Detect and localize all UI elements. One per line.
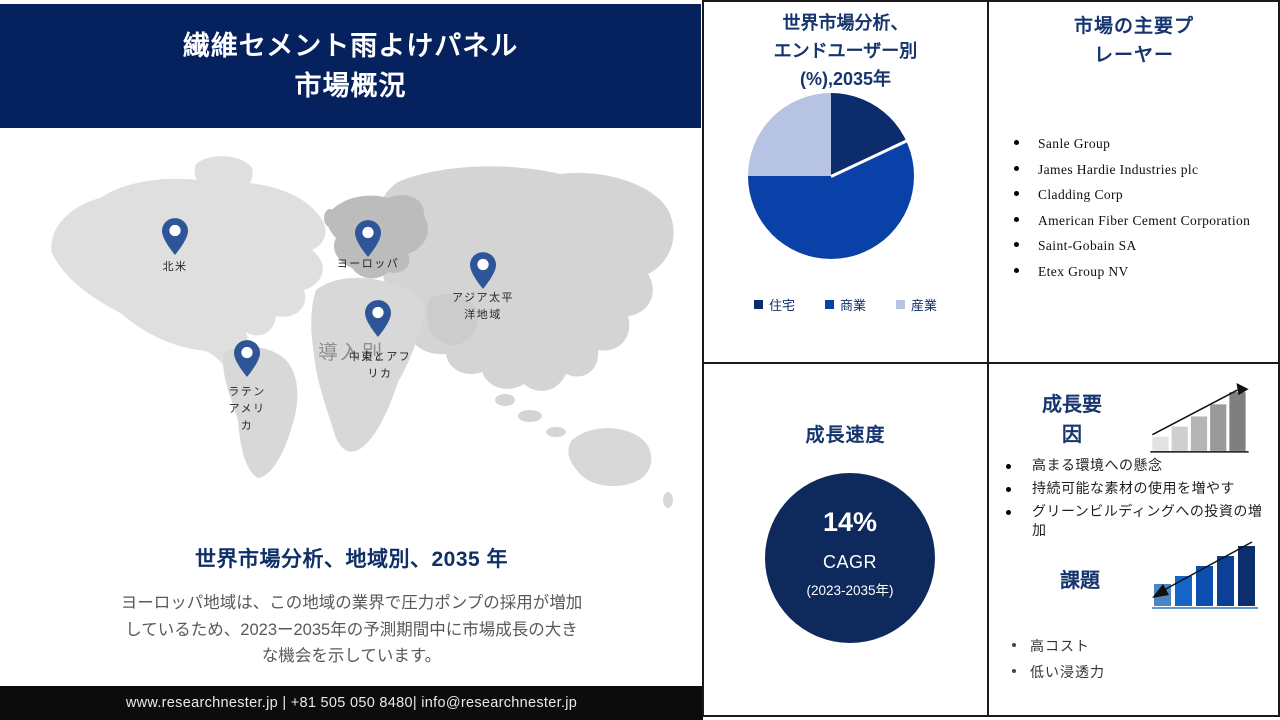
player-item: Saint-Gobain SA xyxy=(1012,238,1274,254)
player-item: Cladding Corp xyxy=(1012,187,1274,203)
legend-item-residential: 住宅 xyxy=(753,295,795,314)
challenge-item: 高コスト xyxy=(1008,636,1268,656)
growth-rate-title: 成長速度 xyxy=(805,425,886,446)
pie-chart-title: 世界市場分析、 エンドユーザー別 (%),2035年 xyxy=(773,13,918,89)
legend-item-industrial: 産業 xyxy=(896,295,937,314)
player-item: Sanle Group xyxy=(1012,136,1274,152)
growth-factor-item: 持続可能な素材の使用を増やす xyxy=(1000,481,1272,500)
grid-hline-top xyxy=(702,0,1280,2)
map-pin-europe xyxy=(355,220,381,257)
cagr-value: 14% xyxy=(822,507,878,537)
map-label-asia-pacific: アジア太平 洋地域 xyxy=(451,292,515,322)
grid-vline-right xyxy=(1278,0,1280,717)
grid-hline-mid xyxy=(702,362,1280,364)
map-label-north-america: 北米 xyxy=(162,261,188,273)
footer-contact-text: www.researchnester.jp | +81 505 050 8480… xyxy=(125,695,578,711)
legend-item-commercial: 商業 xyxy=(824,295,866,314)
map-pin-asia-pacific xyxy=(470,252,496,289)
world-map-section: 北米 ヨーロッパ アジア太平 洋地域 導入別 中東とアフ リカ ラテン アメリ … xyxy=(0,148,703,532)
challenge-item: 低い浸透力 xyxy=(1008,662,1268,682)
regional-subtitle: 世界市場分析、地域別、2035 年 xyxy=(194,548,509,571)
cagr-label: CAGR xyxy=(822,552,877,572)
map-pin-north-america xyxy=(162,218,188,255)
legend-label-industrial: 産業 xyxy=(911,298,938,313)
map-label-middle-east-africa: 中東とアフ リカ xyxy=(348,351,412,381)
map-pin-middle-east-africa xyxy=(365,300,391,337)
growth-factors-list: 高まる環境への懸念 持続可能な素材の使用を増やす グリーンビルディングへの投資の… xyxy=(1000,458,1272,546)
player-item: James Hardie Industries plc xyxy=(1012,162,1274,178)
pie-slice-separator xyxy=(830,137,910,178)
cagr-period: (2023-2035年) xyxy=(806,583,894,598)
map-label-europe: ヨーロッパ xyxy=(336,258,400,270)
map-label-latin-america: ラテン アメリ カ xyxy=(228,386,266,433)
pie-legend: 住宅 商業 産業 xyxy=(703,295,988,314)
end-user-pie-chart xyxy=(748,93,914,259)
growth-factor-item: グリーンビルディングへの投資の増加 xyxy=(1000,504,1272,542)
regional-paragraph: ヨーロッパ地域は、この地域の業界で圧力ポンプの採用が増加 しているため、2023… xyxy=(120,594,583,666)
map-pin-latin-america xyxy=(234,340,260,377)
key-players-list: Sanle Group James Hardie Industries plc … xyxy=(1012,136,1274,289)
challenges-title: 課題 xyxy=(1060,570,1100,592)
grid-vline-mid xyxy=(987,0,989,717)
page-title: 繊維セメント雨よけパネル 市場概況 xyxy=(182,30,519,102)
legend-swatch-industrial xyxy=(896,300,905,309)
player-item: Etex Group NV xyxy=(1012,264,1274,280)
cagr-circle: 14% CAGR (2023-2035年) xyxy=(765,473,935,643)
declining-arrow-bars-icon xyxy=(1152,541,1258,609)
grid-hline-bottom xyxy=(702,715,1280,717)
world-map-image xyxy=(51,156,674,508)
key-players-title: 市場の主要プ レーヤー xyxy=(1073,16,1194,67)
growth-factor-item: 高まる環境への懸念 xyxy=(1000,458,1272,477)
legend-label-commercial: 商業 xyxy=(839,298,866,313)
challenges-list: 高コスト 低い浸透力 xyxy=(1008,636,1268,688)
legend-label-residential: 住宅 xyxy=(768,298,795,313)
growth-factors-title: 成長要 因 xyxy=(1042,394,1102,446)
footer-bar: www.researchnester.jp | +81 505 050 8480… xyxy=(0,686,703,720)
page-header: 繊維セメント雨よけパネル 市場概況 xyxy=(0,4,701,128)
player-item: American Fiber Cement Corporation xyxy=(1012,213,1274,229)
rising-bars-icon xyxy=(1150,383,1249,453)
grid-vline-left xyxy=(702,0,704,717)
legend-swatch-commercial xyxy=(824,300,834,309)
map-stray-label: 導入別 xyxy=(318,342,384,364)
legend-swatch-residential xyxy=(753,300,763,309)
